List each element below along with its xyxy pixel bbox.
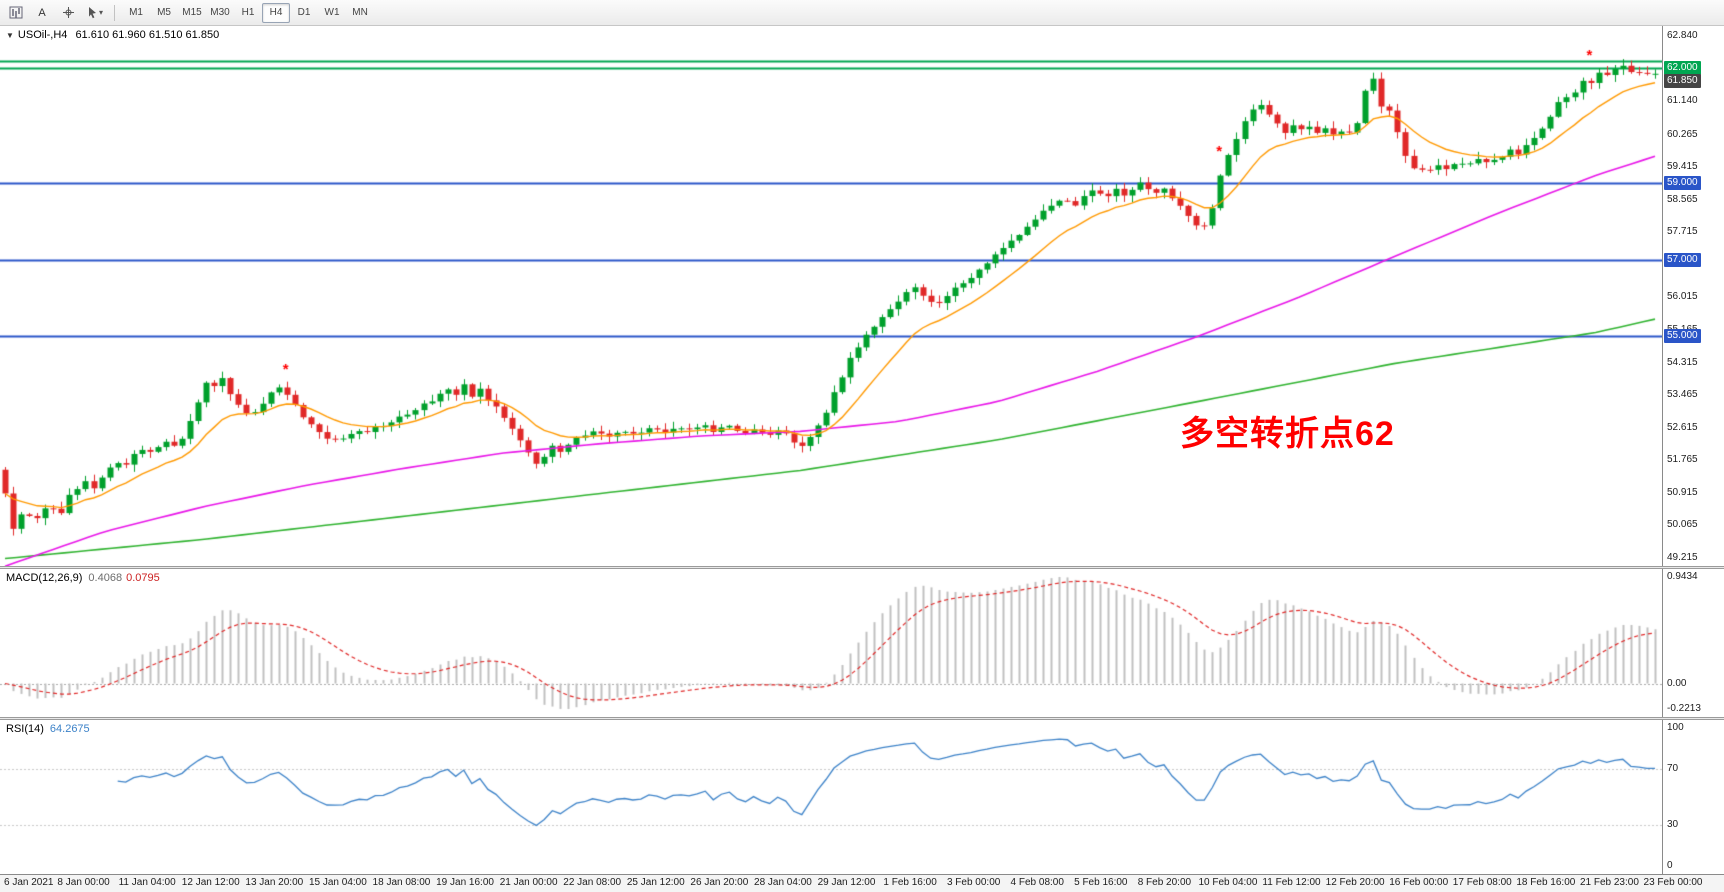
price-axis-label: 60.265 bbox=[1667, 128, 1698, 140]
time-axis-label: 8 Feb 20:00 bbox=[1137, 877, 1192, 888]
price-axis-label: 49.215 bbox=[1667, 552, 1698, 563]
price-axis-label: 50.065 bbox=[1667, 519, 1698, 531]
macd-signal-value: 0.0795 bbox=[126, 572, 160, 584]
time-axis-label: 18 Jan 08:00 bbox=[372, 877, 431, 888]
timeframe-button-mn[interactable]: MN bbox=[346, 3, 374, 23]
price-level-tag: 59.000 bbox=[1664, 176, 1701, 190]
time-axis-label: 1 Feb 16:00 bbox=[883, 877, 937, 888]
time-axis-label: 22 Jan 08:00 bbox=[563, 877, 622, 888]
rsi-pane: RSI(14) 64.2675 100 70 30 0 bbox=[0, 720, 1724, 874]
crosshair-icon bbox=[62, 7, 74, 18]
crosshair-tool-button[interactable] bbox=[56, 3, 80, 23]
time-axis-label: 28 Jan 04:00 bbox=[754, 877, 812, 888]
timeframe-button-h1[interactable]: H1 bbox=[234, 3, 262, 23]
chart-workspace: ▼ USOil-,H4 61.610 61.960 61.510 61.850 多空… bbox=[0, 26, 1724, 892]
timeframe-button-m5[interactable]: M5 bbox=[150, 3, 178, 23]
timeframe-button-h4[interactable]: H4 bbox=[262, 2, 291, 23]
price-axis-label: 50.915 bbox=[1667, 486, 1698, 498]
pane-divider-2[interactable] bbox=[0, 717, 1724, 720]
macd-axis[interactable]: 0.9434 0.00 -0.2213 bbox=[1662, 569, 1724, 717]
macd-axis-max: 0.9434 bbox=[1667, 571, 1698, 582]
chart-menu-triangle-icon[interactable]: ▼ bbox=[6, 31, 14, 40]
price-axis-label: 53.465 bbox=[1667, 389, 1698, 401]
rsi-axis-label: 70 bbox=[1667, 763, 1679, 775]
time-axis-label: 4 Feb 08:00 bbox=[1010, 877, 1064, 888]
price-axis-label: 57.715 bbox=[1667, 226, 1698, 238]
price-axis-label: 58.565 bbox=[1667, 193, 1698, 205]
time-axis-label: 12 Feb 20:00 bbox=[1325, 877, 1385, 888]
time-axis-label: 13 Jan 20:00 bbox=[245, 877, 304, 888]
rsi-axis-label: 30 bbox=[1667, 818, 1679, 830]
time-axis-label: 18 Feb 16:00 bbox=[1516, 877, 1576, 888]
time-axis-label: 12 Jan 12:00 bbox=[181, 877, 240, 888]
price-axis-label: 59.415 bbox=[1667, 161, 1698, 173]
time-axis-label: 15 Jan 04:00 bbox=[308, 877, 367, 888]
time-axis-label: 16 Feb 00:00 bbox=[1389, 877, 1449, 888]
rsi-canvas[interactable] bbox=[0, 720, 1662, 874]
time-axis-label: 21 Feb 23:00 bbox=[1579, 877, 1639, 888]
price-axis-label: 61.140 bbox=[1667, 95, 1698, 107]
pointer-tool-button[interactable]: ▾ bbox=[82, 3, 107, 23]
rsi-axis-label: 0 bbox=[1667, 860, 1673, 871]
chart-symbol-timeframe: USOil-,H4 bbox=[17, 29, 68, 41]
macd-pane: MACD(12,26,9) 0.4068 0.0795 0.9434 0.00 -0.2… bbox=[0, 569, 1724, 717]
macd-canvas[interactable] bbox=[0, 569, 1662, 717]
pointer-icon bbox=[89, 7, 96, 19]
time-axis-label: 17 Feb 08:00 bbox=[1452, 877, 1512, 888]
price-axis-label: 54.315 bbox=[1667, 356, 1698, 368]
chart-ohlc-values: 61.610 61.960 61.510 61.850 bbox=[75, 29, 220, 41]
price-axis-label: 56.015 bbox=[1667, 291, 1698, 303]
timeframe-button-m15[interactable]: M15 bbox=[178, 3, 206, 23]
time-axis-label: 10 Feb 04:00 bbox=[1198, 877, 1258, 888]
main-chart-pane: ▼ USOil-,H4 61.610 61.960 61.510 61.850 多空… bbox=[0, 26, 1724, 566]
chevron-down-icon: ▾ bbox=[99, 8, 104, 17]
time-axis-label: 21 Jan 00:00 bbox=[499, 877, 558, 888]
rsi-indicator-name: RSI(14) bbox=[6, 723, 44, 735]
current-price-tag: 61.850 bbox=[1664, 74, 1701, 88]
macd-axis-zero: 0.00 bbox=[1667, 677, 1687, 689]
time-axis-label: 8 Jan 00:00 bbox=[57, 877, 110, 888]
time-axis-label: 23 Feb 00:00 bbox=[1643, 877, 1703, 888]
time-axis-label: 3 Feb 00:00 bbox=[946, 877, 1001, 888]
time-axis-label: 29 Jan 12:00 bbox=[817, 877, 876, 888]
chart-annotation-text: 多空转折点62 bbox=[1180, 415, 1395, 453]
price-axis-label: 51.765 bbox=[1667, 454, 1698, 466]
time-axis[interactable]: 6 Jan 2021 8 Jan 00:00 11 Jan 04:00 12 Jan … bbox=[0, 874, 1724, 892]
timeframe-button-group: M1 M5 M15 M30 H1 H4 D1 W1 MN bbox=[122, 2, 374, 23]
rsi-axis[interactable]: 100 70 30 0 bbox=[1662, 720, 1724, 874]
time-axis-label: 26 Jan 20:00 bbox=[690, 877, 749, 888]
macd-main-value: 0.4068 bbox=[88, 572, 123, 584]
time-axis-label: 19 Jan 16:00 bbox=[436, 877, 494, 888]
chart-grid-icon[interactable] bbox=[4, 3, 28, 23]
timeframe-button-m1[interactable]: M1 bbox=[122, 3, 150, 23]
rsi-label: RSI(14) 64.2675 bbox=[6, 723, 90, 735]
time-axis-label: 6 Jan 2021 bbox=[4, 877, 54, 888]
toolbar: A ▾ M1 M5 M15 M30 H1 H4 D1 W1 MN bbox=[0, 0, 1724, 26]
time-axis-label: 5 Feb 16:00 bbox=[1074, 877, 1128, 888]
time-axis-label: 25 Jan 12:00 bbox=[626, 877, 685, 888]
price-level-tag: 55.000 bbox=[1664, 329, 1701, 343]
macd-axis-min: -0.2213 bbox=[1667, 703, 1701, 714]
toolbar-separator bbox=[114, 4, 116, 21]
time-axis-label: 11 Jan 04:00 bbox=[118, 877, 176, 888]
timeframe-button-d1[interactable]: D1 bbox=[290, 3, 318, 23]
price-axis[interactable]: 62.84061.99061.14060.26559.41558.56557.7… bbox=[1662, 26, 1724, 566]
price-chart-canvas[interactable] bbox=[0, 26, 1662, 566]
price-axis-label: 52.615 bbox=[1667, 421, 1698, 433]
pane-divider-1[interactable] bbox=[0, 566, 1724, 569]
timeframe-button-m30[interactable]: M30 bbox=[206, 3, 234, 23]
text-tool-button[interactable]: A bbox=[30, 3, 54, 23]
price-level-tag: 57.000 bbox=[1664, 253, 1701, 267]
macd-indicator-name: MACD(12,26,9) bbox=[6, 572, 83, 584]
rsi-value: 64.2675 bbox=[49, 723, 90, 735]
chart-grid-icon bbox=[9, 6, 23, 19]
timeframe-button-w1[interactable]: W1 bbox=[318, 3, 346, 23]
rsi-axis-label: 100 bbox=[1667, 722, 1684, 733]
macd-label: MACD(12,26,9) 0.4068 0.0795 bbox=[6, 572, 160, 584]
price-axis-label: 62.840 bbox=[1667, 30, 1698, 41]
time-axis-label: 11 Feb 12:00 bbox=[1262, 877, 1321, 888]
price-level-tag: 62.000 bbox=[1664, 61, 1701, 75]
chart-title: ▼ USOil-,H4 61.610 61.960 61.510 61.850 bbox=[6, 29, 219, 41]
